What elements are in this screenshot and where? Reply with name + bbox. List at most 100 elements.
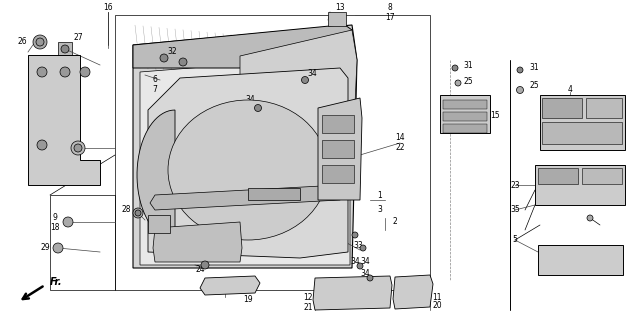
Text: 34: 34 [360,257,370,266]
Circle shape [61,45,69,53]
Polygon shape [200,276,260,295]
Text: 18: 18 [51,224,60,233]
Circle shape [60,67,70,77]
Text: 22: 22 [396,144,404,152]
Text: 5: 5 [513,235,517,244]
Text: 30: 30 [55,140,65,150]
Polygon shape [535,165,625,205]
Text: 27: 27 [73,33,83,41]
Circle shape [367,275,373,281]
Text: 31: 31 [529,63,539,71]
Polygon shape [248,188,300,200]
Polygon shape [328,12,346,26]
Text: 28: 28 [121,205,131,214]
Circle shape [452,65,458,71]
Polygon shape [150,185,345,210]
Circle shape [301,77,308,84]
Polygon shape [133,25,352,68]
Ellipse shape [168,100,328,240]
Text: 34: 34 [350,257,360,266]
Polygon shape [318,98,362,200]
Text: 33: 33 [353,241,363,249]
Text: 24: 24 [195,265,205,275]
Polygon shape [313,276,392,310]
Polygon shape [240,30,357,170]
Circle shape [80,67,90,77]
Text: Fr.: Fr. [50,277,63,287]
Circle shape [63,217,73,227]
Text: 32: 32 [167,48,177,56]
Text: 34: 34 [307,69,317,78]
Polygon shape [28,55,100,185]
Text: 12: 12 [303,293,313,302]
Circle shape [201,261,209,269]
Text: 20: 20 [432,301,442,310]
Text: 10: 10 [243,286,253,294]
Text: 16: 16 [103,4,113,12]
Circle shape [36,38,44,46]
Text: 19: 19 [243,294,253,303]
Text: 23: 23 [510,181,520,189]
Circle shape [352,232,358,238]
Text: 14: 14 [395,133,405,143]
Polygon shape [443,100,487,109]
Circle shape [37,67,47,77]
Text: 26: 26 [17,38,27,47]
Text: 3: 3 [378,205,383,214]
Circle shape [53,243,63,253]
Text: 35: 35 [510,205,520,214]
Circle shape [516,86,524,93]
Text: 11: 11 [432,293,442,301]
Circle shape [360,245,366,251]
Circle shape [133,208,143,218]
Circle shape [135,210,141,216]
Circle shape [587,215,593,221]
Polygon shape [133,25,357,268]
Text: 9: 9 [52,213,58,222]
Text: 21: 21 [303,302,313,311]
Text: 31: 31 [463,61,473,70]
Polygon shape [443,112,487,121]
Text: 25: 25 [529,80,539,90]
Polygon shape [58,42,72,56]
Polygon shape [393,275,433,309]
Circle shape [71,141,85,155]
Circle shape [455,80,461,86]
Text: 8: 8 [388,4,392,12]
Text: 25: 25 [463,78,473,86]
Polygon shape [586,98,622,118]
Text: 29: 29 [40,243,50,253]
Polygon shape [137,110,175,240]
Polygon shape [322,140,354,158]
Polygon shape [440,95,490,133]
Circle shape [357,263,363,269]
Polygon shape [322,115,354,133]
Text: 15: 15 [490,110,500,120]
Text: 1: 1 [378,190,382,199]
Text: 34: 34 [360,270,370,278]
Polygon shape [538,245,623,275]
Circle shape [37,140,47,150]
Polygon shape [542,98,582,118]
Text: 7: 7 [152,85,157,94]
Polygon shape [148,215,170,233]
Text: 17: 17 [385,12,395,21]
Text: 13: 13 [335,4,345,12]
Circle shape [74,144,82,152]
Polygon shape [542,122,622,144]
Polygon shape [538,168,578,184]
Text: 4: 4 [568,85,572,94]
Circle shape [255,105,262,112]
Polygon shape [322,165,354,183]
Polygon shape [153,222,242,262]
Polygon shape [540,95,625,150]
Polygon shape [140,56,350,265]
Text: 6: 6 [152,76,157,85]
Text: 34: 34 [245,95,255,105]
Circle shape [160,54,168,62]
Circle shape [179,58,187,66]
Polygon shape [443,124,487,133]
Circle shape [33,35,47,49]
Text: 2: 2 [392,218,397,226]
Polygon shape [148,68,348,258]
